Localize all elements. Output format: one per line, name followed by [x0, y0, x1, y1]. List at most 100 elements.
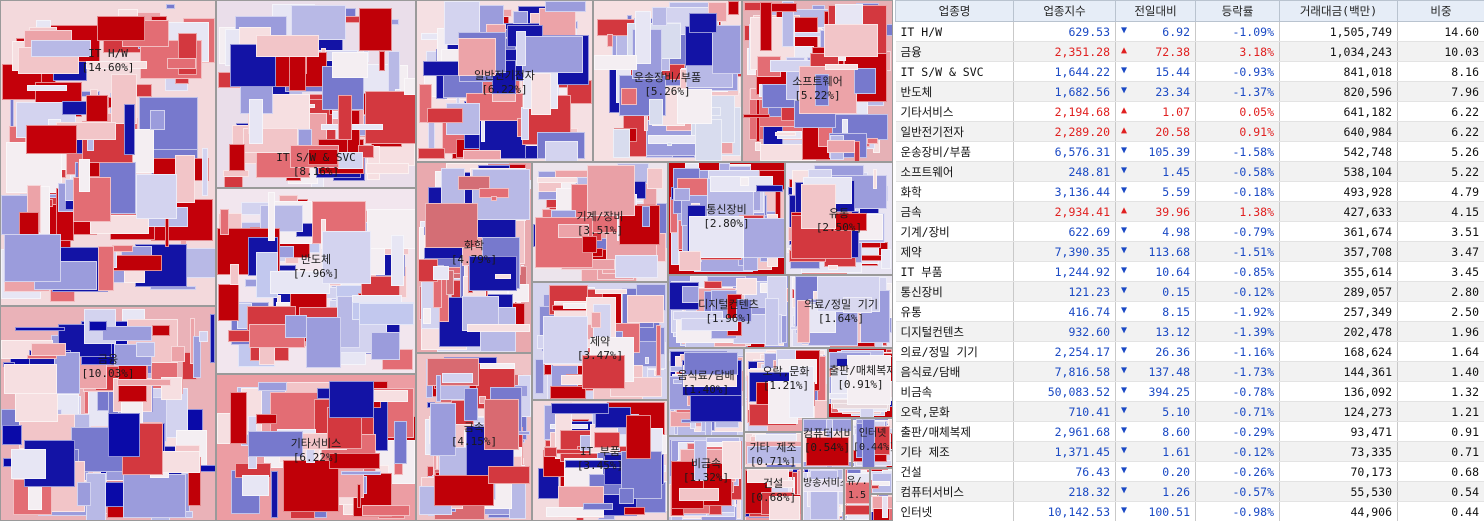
- stock-tile[interactable]: [242, 475, 269, 496]
- stock-tile[interactable]: [845, 482, 869, 504]
- stock-tile[interactable]: [656, 325, 661, 376]
- stock-tile[interactable]: [436, 375, 441, 402]
- stock-tile[interactable]: [712, 25, 741, 74]
- stock-tile[interactable]: [545, 141, 578, 161]
- stock-tile[interactable]: [31, 343, 66, 356]
- stock-tile[interactable]: [535, 359, 544, 394]
- stock-tile[interactable]: [736, 278, 757, 295]
- table-row[interactable]: 의료/정밀 기기 2,254.17 ▼ 26.36 -1.16% 168,624 1.64: [895, 341, 1484, 362]
- stock-tile[interactable]: [847, 355, 891, 405]
- stock-tile[interactable]: [595, 289, 627, 294]
- stock-tile[interactable]: [193, 336, 201, 378]
- table-row[interactable]: 일반전기전자 2,289.20 ▲ 20.58 0.91% 640,984 6.22: [895, 121, 1484, 142]
- treemap-sector[interactable]: 기타서비스 [6.22%]: [216, 374, 416, 521]
- stock-tile[interactable]: [379, 51, 385, 71]
- stock-tile[interactable]: [27, 85, 67, 91]
- stock-tile[interactable]: [463, 150, 501, 160]
- stock-tile[interactable]: [652, 7, 667, 26]
- header-change-rate[interactable]: 등락률: [1195, 0, 1280, 22]
- stock-tile[interactable]: [444, 1, 480, 45]
- stock-tile[interactable]: [619, 488, 634, 504]
- stock-tile[interactable]: [695, 119, 722, 161]
- stock-tile[interactable]: [769, 496, 800, 520]
- stock-tile[interactable]: [171, 346, 185, 362]
- stock-tile[interactable]: [627, 295, 664, 323]
- stock-tile[interactable]: [329, 453, 380, 469]
- treemap-sector[interactable]: 일반전기전자 [6.22%]: [416, 0, 593, 162]
- stock-tile[interactable]: [828, 265, 838, 270]
- stock-tile[interactable]: [322, 231, 371, 284]
- stock-tile[interactable]: [582, 236, 597, 253]
- treemap-sector[interactable]: 디지털컨텐츠 [1.96%]: [668, 275, 789, 348]
- stock-tile[interactable]: [418, 148, 445, 159]
- stock-tile[interactable]: [756, 94, 760, 142]
- stock-tile[interactable]: [649, 99, 663, 125]
- treemap-sector[interactable]: IT S/W & SVC [8.16%]: [216, 0, 416, 188]
- treemap-sector[interactable]: 기계/장비 [3.51%]: [532, 162, 668, 282]
- stock-tile[interactable]: [79, 159, 90, 192]
- table-row[interactable]: 금융 2,351.28 ▲ 72.38 3.18% 1,034,243 10.03: [895, 41, 1484, 62]
- stock-tile[interactable]: [516, 31, 526, 66]
- stock-tile[interactable]: [371, 332, 400, 360]
- stock-tile[interactable]: [458, 176, 490, 190]
- header-trading-value[interactable]: 거래대금(백만): [1279, 0, 1398, 22]
- stock-tile[interactable]: [223, 170, 249, 177]
- stock-tile[interactable]: [645, 357, 649, 364]
- stock-tile[interactable]: [210, 314, 215, 363]
- stock-tile[interactable]: [338, 152, 363, 169]
- stock-tile[interactable]: [797, 470, 801, 495]
- stock-tile[interactable]: [681, 318, 738, 331]
- stock-tile[interactable]: [271, 471, 278, 518]
- stock-tile[interactable]: [73, 177, 111, 222]
- stock-tile[interactable]: [583, 503, 613, 510]
- table-row[interactable]: 건설 76.43 ▼ 0.20 -0.26% 70,173 0.68: [895, 461, 1484, 482]
- stock-tile[interactable]: [359, 8, 392, 51]
- stock-tile[interactable]: [230, 264, 239, 285]
- table-row[interactable]: 금속 2,934.41 ▲ 39.96 1.38% 427,633 4.15: [895, 201, 1484, 222]
- stock-tile[interactable]: [767, 480, 794, 488]
- stock-tile[interactable]: [86, 61, 147, 69]
- stock-tile[interactable]: [458, 38, 496, 76]
- stock-tile[interactable]: [722, 441, 741, 479]
- stock-tile[interactable]: [357, 484, 361, 508]
- stock-tile[interactable]: [11, 449, 46, 479]
- stock-tile[interactable]: [427, 108, 463, 123]
- stock-tile[interactable]: [624, 507, 645, 515]
- stock-tile[interactable]: [341, 471, 381, 475]
- stock-tile[interactable]: [882, 496, 888, 518]
- stock-tile[interactable]: [551, 403, 609, 414]
- stock-tile[interactable]: [291, 5, 346, 40]
- stock-tile[interactable]: [782, 1, 794, 47]
- stock-tile[interactable]: [674, 188, 690, 201]
- stock-tile[interactable]: [740, 177, 749, 186]
- table-row[interactable]: 비금속 50,083.52 ▼ 394.25 -0.78% 136,092 1.32: [895, 381, 1484, 402]
- stock-tile[interactable]: [4, 234, 61, 282]
- table-row[interactable]: 반도체 1,682.56 ▼ 23.34 -1.37% 820,596 7.96: [895, 81, 1484, 102]
- treemap-sector[interactable]: 인터넷 [0.44%]: [852, 418, 893, 468]
- treemap-sector[interactable]: 유/. 1.5: [844, 468, 870, 521]
- stock-tile[interactable]: [591, 312, 601, 328]
- stock-tile[interactable]: [248, 431, 303, 457]
- stock-tile[interactable]: [825, 64, 858, 70]
- stock-tile[interactable]: [230, 392, 247, 444]
- treemap-sector[interactable]: 화학 [4.79%]: [416, 162, 532, 353]
- stock-tile[interactable]: [404, 78, 415, 95]
- stock-tile[interactable]: [365, 91, 415, 144]
- stock-tile[interactable]: [495, 274, 511, 279]
- stock-tile[interactable]: [854, 68, 876, 94]
- stock-tile[interactable]: [136, 342, 155, 357]
- table-row[interactable]: 운송장비/부품 6,576.31 ▼ 105.39 -1.58% 542,748 5.26: [895, 141, 1484, 162]
- treemap-sector[interactable]: 방송서비스: [802, 468, 844, 521]
- stock-tile[interactable]: [430, 403, 456, 456]
- table-row[interactable]: 제약 7,390.35 ▼ 113.68 -1.51% 357,708 3.47: [895, 241, 1484, 262]
- stock-tile[interactable]: [521, 107, 529, 140]
- table-row[interactable]: 소프트웨어 248.81 ▼ 1.45 -0.58% 538,104 5.22: [895, 161, 1484, 182]
- stock-tile[interactable]: [467, 324, 530, 332]
- stock-tile[interactable]: [522, 36, 583, 73]
- treemap-sector[interactable]: 유통 [2.50%]: [785, 162, 893, 275]
- stock-tile[interactable]: [689, 13, 717, 33]
- stock-tile[interactable]: [488, 466, 530, 484]
- table-row[interactable]: 인터넷 10,142.53 ▼ 100.51 -0.98% 44,906 0.44: [895, 501, 1484, 521]
- treemap-sector[interactable]: 금속 [4.15%]: [416, 353, 532, 521]
- stock-tile[interactable]: [679, 488, 719, 501]
